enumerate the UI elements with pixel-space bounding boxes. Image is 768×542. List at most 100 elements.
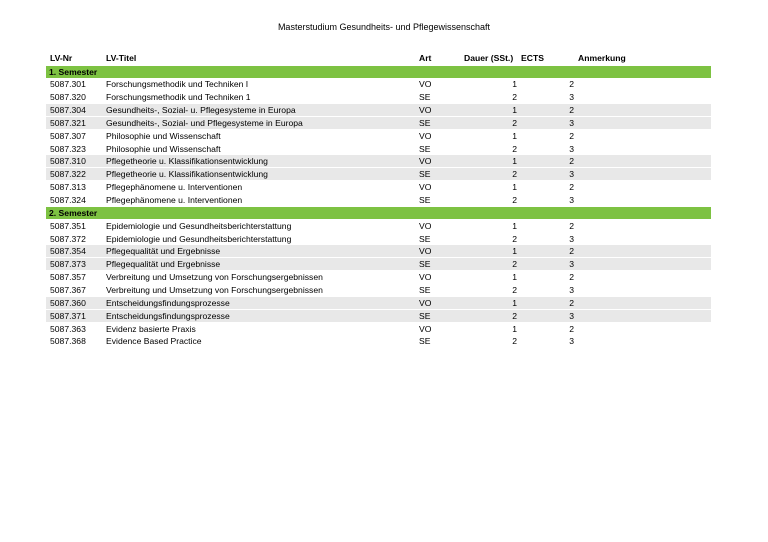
cell: 5087.351 — [50, 220, 86, 231]
cell: 2 — [512, 284, 517, 295]
column-header: ECTS — [521, 53, 544, 63]
cell: 5087.367 — [50, 284, 86, 295]
cell: 1 — [512, 220, 517, 231]
cell: 5087.368 — [50, 336, 86, 347]
cell: 2 — [512, 310, 517, 321]
cell: Pflegequalität und Ergebnisse — [106, 246, 221, 257]
row-shade — [46, 258, 711, 271]
cell: SE — [419, 233, 431, 244]
cell: 3 — [569, 336, 574, 347]
cell: Philosophie und Wissenschaft — [106, 130, 221, 141]
cell: 2 — [569, 79, 574, 90]
cell: Pflegephänomene u. Interventionen — [106, 182, 243, 193]
cell: Pflegequalität und Ergebnisse — [106, 259, 221, 270]
cell: Philosophie und Wissenschaft — [106, 143, 221, 154]
cell: Forschungsmethodik und Techniken I — [106, 79, 249, 90]
cell: VO — [419, 297, 432, 308]
cell: 3 — [569, 259, 574, 270]
cell: Verbreitung und Umsetzung von Forschungs… — [106, 284, 323, 295]
cell: VO — [419, 79, 432, 90]
cell: 3 — [569, 284, 574, 295]
cell: VO — [419, 323, 432, 334]
cell: VO — [419, 156, 432, 167]
section-band — [46, 65, 711, 78]
column-header: LV-Titel — [106, 53, 137, 63]
cell: 5087.313 — [50, 182, 86, 193]
cell: 3 — [569, 233, 574, 244]
cell: 1 — [512, 246, 517, 257]
cell: 5087.373 — [50, 259, 86, 270]
cell: 2 — [512, 169, 517, 180]
cell: 5087.304 — [50, 105, 86, 116]
row-shade — [46, 104, 711, 117]
cell: 5087.322 — [50, 169, 86, 180]
column-header: Art — [419, 53, 432, 63]
title: Masterstudium Gesundheits- und Pflegewis… — [277, 22, 491, 32]
cell: Gesundheits-, Sozial- u. Pflegesysteme i… — [106, 105, 296, 116]
cell: 2 — [569, 220, 574, 231]
cell: 5087.321 — [50, 117, 86, 128]
cell: Epidemiologie und Gesundheitsberichterst… — [106, 233, 292, 244]
cell: 5087.320 — [50, 92, 86, 103]
cell: SE — [419, 143, 431, 154]
cell: SE — [419, 310, 431, 321]
column-header: Anmerkung — [578, 53, 626, 63]
cell: 3 — [569, 169, 574, 180]
cell: 2 — [569, 323, 574, 334]
cell: 2 — [569, 297, 574, 308]
cell: Pflegetheorie u. Klassifikationsentwickl… — [106, 169, 268, 180]
cell: Gesundheits-, Sozial- und Pflegesysteme … — [106, 117, 303, 128]
cell: 1 — [512, 297, 517, 308]
cell: 2 — [512, 92, 517, 103]
cell: 2 — [512, 117, 517, 128]
cell: VO — [419, 130, 432, 141]
cell: Verbreitung und Umsetzung von Forschungs… — [106, 272, 323, 283]
row-shade — [46, 116, 711, 129]
cell: SE — [419, 195, 431, 205]
row-shade — [46, 309, 711, 322]
section-label: 2. Semester — [49, 207, 98, 218]
cell: 2 — [512, 195, 517, 205]
row-shade — [46, 245, 711, 258]
cell: 1 — [512, 105, 517, 116]
row-shade — [46, 155, 711, 168]
cell: 1 — [512, 79, 517, 90]
cell: 2 — [569, 182, 574, 193]
cell: 5087.307 — [50, 130, 86, 141]
cell: 5087.372 — [50, 233, 86, 244]
cell: Pflegephänomene u. Interventionen — [106, 195, 243, 205]
cell: 5087.323 — [50, 143, 86, 154]
row-shade — [46, 168, 711, 181]
cell: 2 — [569, 156, 574, 167]
cell: Forschungsmethodik und Techniken 1 — [106, 92, 251, 103]
cell: SE — [419, 284, 431, 295]
cell: 5087.354 — [50, 246, 86, 257]
cell: 1 — [512, 130, 517, 141]
cell: 3 — [569, 117, 574, 128]
cell: Epidemiologie und Gesundheitsberichterst… — [106, 220, 292, 231]
cell: 5087.357 — [50, 272, 86, 283]
cell: 2 — [512, 259, 517, 270]
cell: Entscheidungsfindungsprozesse — [106, 297, 230, 308]
cell: 3 — [569, 310, 574, 321]
column-header: LV-Nr — [50, 53, 73, 63]
cell: SE — [419, 117, 431, 128]
cell: 1 — [512, 156, 517, 167]
cell: SE — [419, 336, 431, 347]
column-header: Dauer (SSt.) — [464, 53, 514, 63]
cell: SE — [419, 92, 431, 103]
cell: 5087.371 — [50, 310, 86, 321]
cell: VO — [419, 246, 432, 257]
row-shade — [46, 296, 711, 309]
cell: 1 — [512, 323, 517, 334]
cell: SE — [419, 259, 431, 270]
cell: SE — [419, 169, 431, 180]
cell: 2 — [569, 272, 574, 283]
cell: Evidence Based Practice — [106, 336, 202, 347]
cell: 2 — [569, 246, 574, 257]
cell: 1 — [512, 272, 517, 283]
cell: Pflegetheorie u. Klassifikationsentwickl… — [106, 156, 268, 167]
cell: 3 — [569, 195, 574, 205]
cell: VO — [419, 272, 432, 283]
